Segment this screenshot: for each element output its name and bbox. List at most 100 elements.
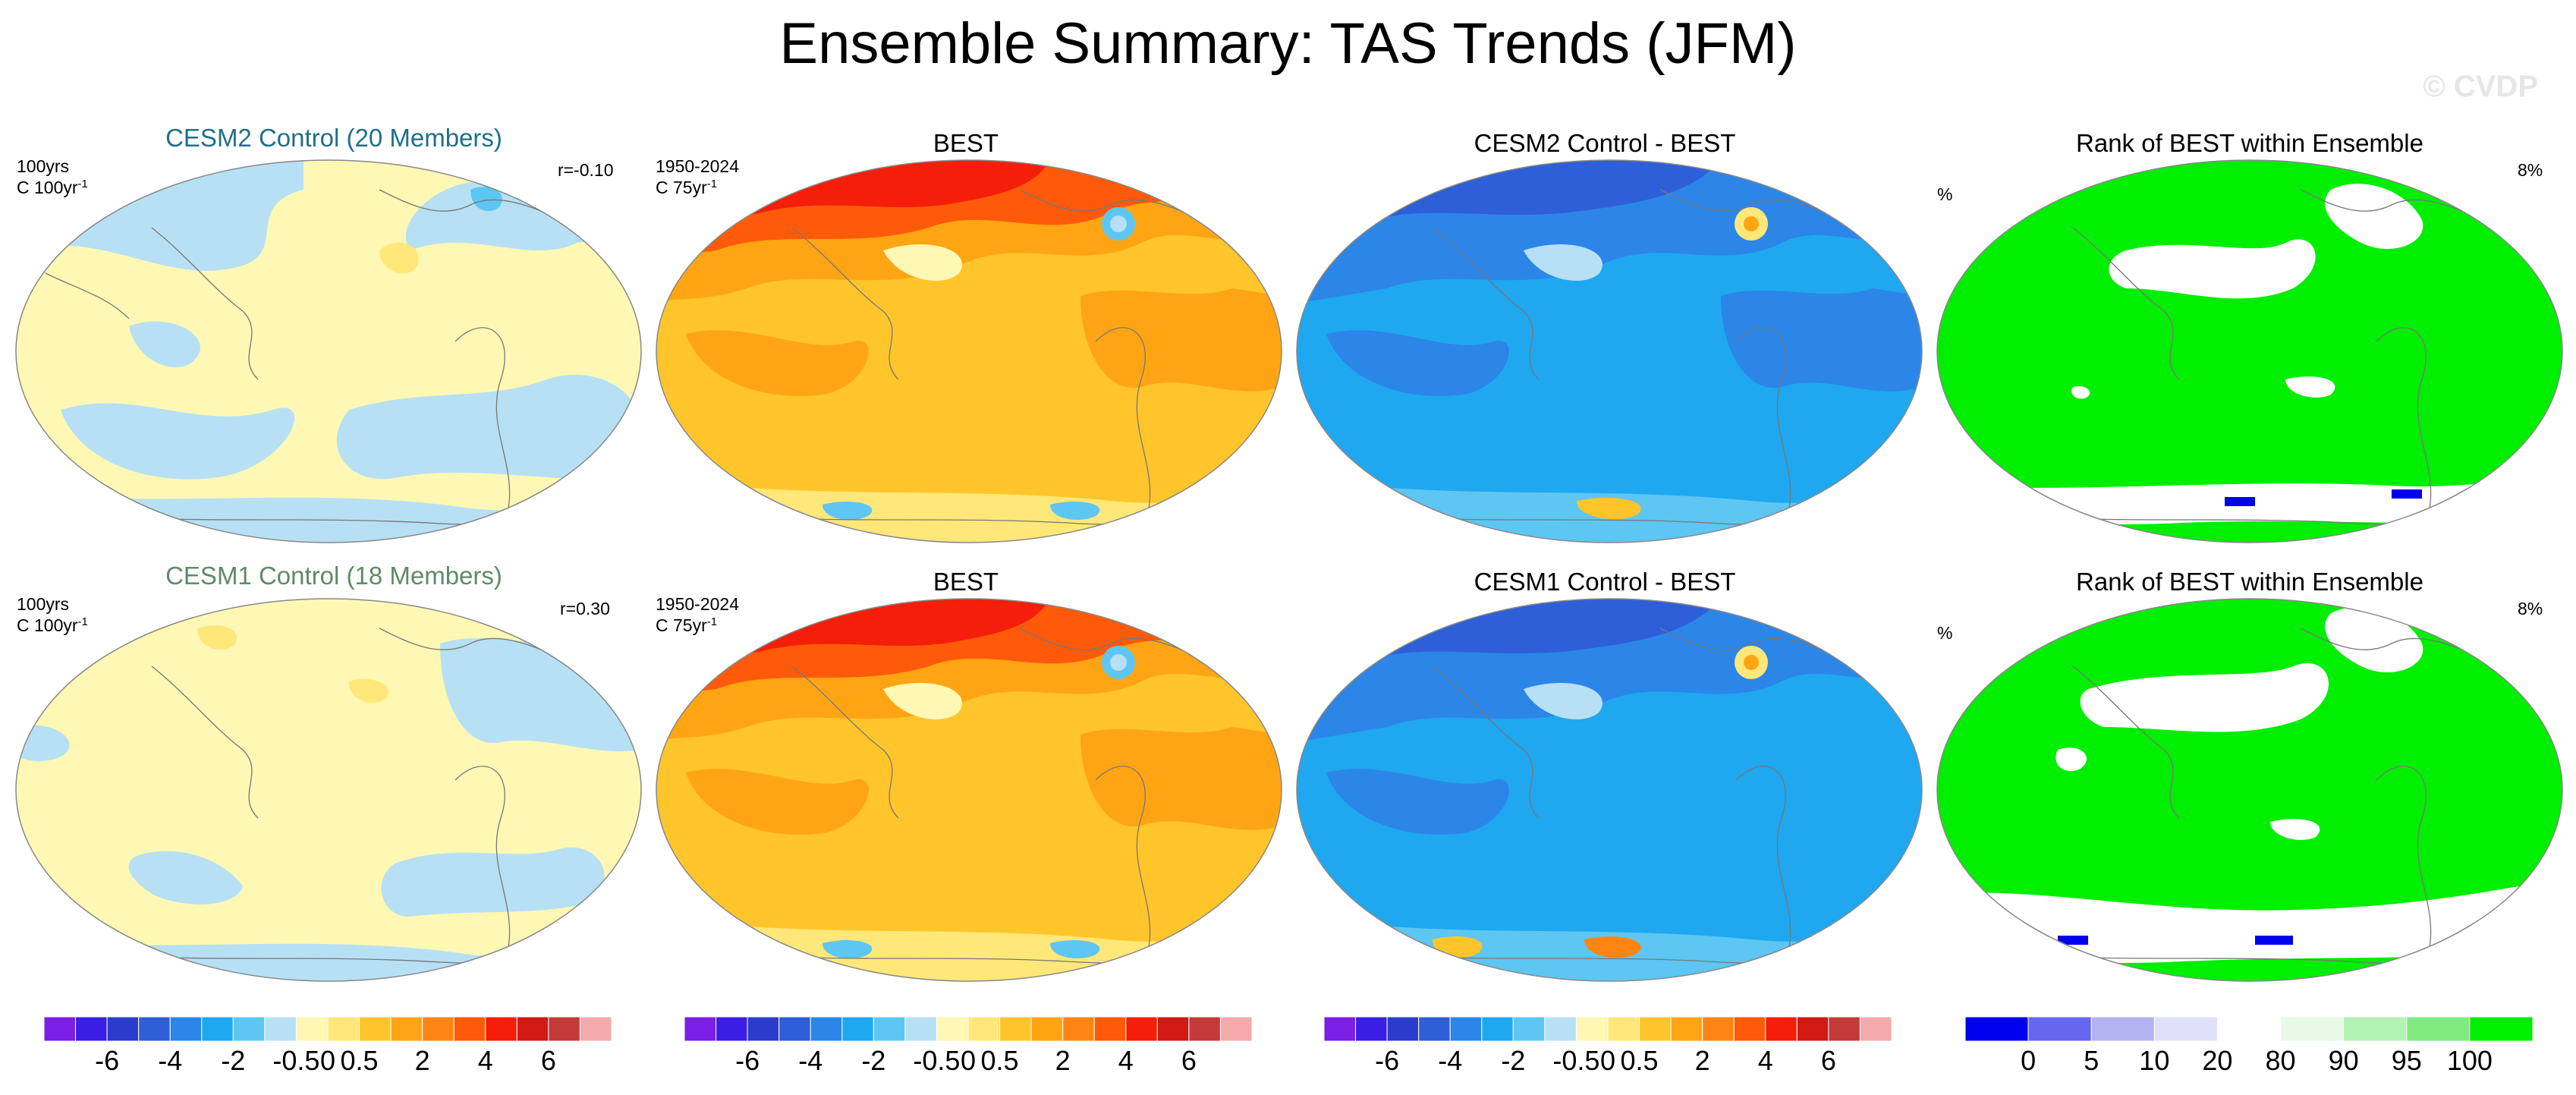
colorbar-trend-col1-swatch-4 <box>169 1016 203 1042</box>
panel-title-cesm2-minus-best: CESM2 Control - BEST <box>1474 129 1736 157</box>
panel-title-best-row2: BEST <box>933 568 999 596</box>
colorbar-rank-tick-label: 10 <box>2139 1045 2169 1076</box>
colorbar-trend-col1-swatch-8 <box>295 1016 329 1042</box>
rank-row2-units: % <box>1937 623 1953 643</box>
colorbar-trend-col3-swatch-13 <box>1733 1016 1766 1042</box>
colorbar-trend-col1-swatch-13 <box>453 1016 486 1042</box>
colorbar-rank-swatch-0 <box>1964 1016 2029 1042</box>
colorbar-rank-swatch-1 <box>2027 1016 2092 1042</box>
figure-title: Ensemble Summary: TAS Trends (JFM) <box>779 11 1797 76</box>
colorbar-trend-col3-swatch-12 <box>1702 1016 1735 1042</box>
colorbar-trend-col1-swatch-12 <box>422 1016 454 1042</box>
colorbar-trend-col3-swatch-8 <box>1575 1016 1609 1042</box>
colorbar-trend-col1-tick-label: -0.5 <box>272 1045 319 1076</box>
colorbar-trend-col2-tick-label: 2 <box>1055 1045 1071 1076</box>
colorbar-rank-tick-label: 95 <box>2392 1045 2422 1076</box>
colorbar-trend-col3-swatch-16 <box>1828 1016 1860 1042</box>
colorbar-rank-swatch-4 <box>2216 1016 2282 1042</box>
map-cesm2-minus-best <box>1296 159 1923 543</box>
colorbar-trend-col2-swatch-11 <box>1030 1016 1064 1042</box>
colorbar-rank-tick-label: 80 <box>2266 1045 2296 1076</box>
colorbar-trend-col3-tick-label: -0.5 <box>1552 1045 1599 1076</box>
colorbar-trend-col2-swatch-1 <box>716 1016 748 1042</box>
colorbar-rank-swatch-8 <box>2469 1016 2534 1042</box>
colorbar-trend-col2-tick-label: -2 <box>861 1045 885 1076</box>
colorbar-trend-col3-tick-label: -2 <box>1501 1045 1525 1076</box>
colorbar-trend-col2-swatch-17 <box>1219 1016 1253 1042</box>
best-row1-period-units: 1950-2024 C 75yr-1 <box>656 156 739 197</box>
map-cesm2-control-trend <box>15 159 642 543</box>
colorbar-rank-swatch-6 <box>2343 1016 2408 1042</box>
colorbar-trend-col1-tick-label: 6 <box>541 1045 556 1076</box>
rank-row1-area-percent: 8% <box>2518 160 2543 180</box>
colorbar-trend-col2-swatch-3 <box>778 1016 811 1042</box>
colorbar-rank-tick-label: 0 <box>2021 1045 2036 1076</box>
colorbar-trend-col2-swatch-14 <box>1125 1016 1158 1042</box>
map-rank-row2 <box>1936 598 2563 982</box>
panel-title-cesm2-control: CESM2 Control (20 Members) <box>165 124 502 152</box>
colorbar-trend-col1-swatch-16 <box>548 1016 580 1042</box>
colorbar-rank-tick-label: 90 <box>2329 1045 2359 1076</box>
colorbar-trend-col1-swatch-1 <box>75 1016 108 1042</box>
colorbar-trend-col2-swatch-4 <box>810 1016 843 1042</box>
colorbar-trend-col1-tick-label: -2 <box>221 1045 245 1076</box>
colorbar-trend-col3-tick-label: -6 <box>1375 1045 1399 1076</box>
colorbar-trend-col2-swatch-6 <box>873 1016 906 1042</box>
colorbar-trend-col1-swatch-9 <box>327 1016 360 1042</box>
colorbar-trend-col3-swatch-0 <box>1323 1016 1357 1042</box>
colorbar-trend-col3-swatch-9 <box>1607 1016 1640 1042</box>
colorbar-trend-col1-swatch-14 <box>485 1016 517 1042</box>
map-best-trend-row2 <box>656 598 1282 982</box>
colorbar-trend-col3-swatch-7 <box>1544 1016 1577 1042</box>
colorbar-trend-col2-tick-label: -0.5 <box>913 1045 960 1076</box>
map-cesm1-minus-best <box>1296 598 1923 982</box>
colorbar-rank-swatch-3 <box>2153 1016 2218 1042</box>
panel-title-rank-row1: Rank of BEST within Ensemble <box>2076 129 2423 157</box>
colorbar-trend-col3-swatch-1 <box>1355 1016 1388 1042</box>
best-row2-period-units: 1950-2024 C 75yr-1 <box>656 594 739 635</box>
colorbar-trend-col2-tick-label: -6 <box>735 1045 760 1076</box>
colorbar-trend-col3-swatch-3 <box>1418 1016 1451 1042</box>
colorbar-trend-col2-tick-label: 0 <box>961 1045 976 1076</box>
colorbar-trend-col3-swatch-14 <box>1765 1016 1798 1042</box>
cesm1-pattern-correlation: r=0.30 <box>560 599 610 618</box>
colorbar-trend-col1-swatch-6 <box>232 1016 266 1042</box>
map-best-trend-row1 <box>656 159 1282 543</box>
colorbar-trend-col3-tick-label: -4 <box>1438 1045 1462 1076</box>
colorbar-trend-col3-swatch-11 <box>1670 1016 1703 1042</box>
colorbar-trend-col2-swatch-15 <box>1156 1016 1190 1042</box>
colorbar-trend-col3-swatch-6 <box>1512 1016 1546 1042</box>
colorbar-trend-col1-tick-label: 2 <box>415 1045 430 1076</box>
colorbar-trend-col2-swatch-0 <box>684 1016 717 1042</box>
colorbar-trend-col1-swatch-15 <box>516 1016 549 1042</box>
colorbar-trend-col2-tick-label: -4 <box>798 1045 822 1076</box>
cvdp-watermark: © CVDP <box>2423 70 2538 103</box>
colorbar-trend-col3-swatch-10 <box>1639 1016 1672 1042</box>
panel-title-cesm1-minus-best: CESM1 Control - BEST <box>1474 568 1736 596</box>
colorbar-trend-col2-swatch-8 <box>936 1016 969 1042</box>
colorbar-trend-col2-tick-label: 4 <box>1118 1045 1134 1076</box>
colorbar-trend-col1-swatch-5 <box>201 1016 234 1042</box>
cesm2-pattern-correlation: r=-0.10 <box>558 160 614 180</box>
colorbar-trend-col1-swatch-10 <box>359 1016 392 1042</box>
panel-title-cesm1-control: CESM1 Control (18 Members) <box>165 562 502 590</box>
colorbar-trend-col2-swatch-12 <box>1062 1016 1095 1042</box>
colorbar-trend-col2-tick-label: 0.5 <box>981 1045 1019 1076</box>
colorbar-trend-col3-tick-label: 0.5 <box>1621 1045 1659 1076</box>
colorbar-trend-col2-swatch-16 <box>1188 1016 1221 1042</box>
colorbar-trend-col1-swatch-3 <box>138 1016 171 1042</box>
colorbar-trend-col3-swatch-17 <box>1859 1016 1892 1042</box>
colorbar-trend-col2-swatch-5 <box>841 1016 874 1042</box>
colorbar-trend-col1-tick-label: 0 <box>320 1045 335 1076</box>
colorbar-trend-col3-tick-label: 0 <box>1600 1045 1615 1076</box>
colorbar-rank: 0 5 10 20 80 90 95 100 <box>1964 1016 2534 1076</box>
colorbar-trend-col1-tick-label: 0.5 <box>341 1045 379 1076</box>
rank-row1-units: % <box>1937 184 1953 204</box>
colorbar-trend-col3-tick-label: 4 <box>1758 1045 1773 1076</box>
map-rank-row1 <box>1936 159 2563 543</box>
colorbar-trend-col1-swatch-0 <box>43 1016 77 1042</box>
colorbar-trend-col1-tick-label: 4 <box>478 1045 493 1076</box>
colorbar-trend-col1-swatch-7 <box>264 1016 297 1042</box>
colorbar-trend-col3-swatch-4 <box>1449 1016 1483 1042</box>
rank-row2-area-percent: 8% <box>2518 599 2543 618</box>
